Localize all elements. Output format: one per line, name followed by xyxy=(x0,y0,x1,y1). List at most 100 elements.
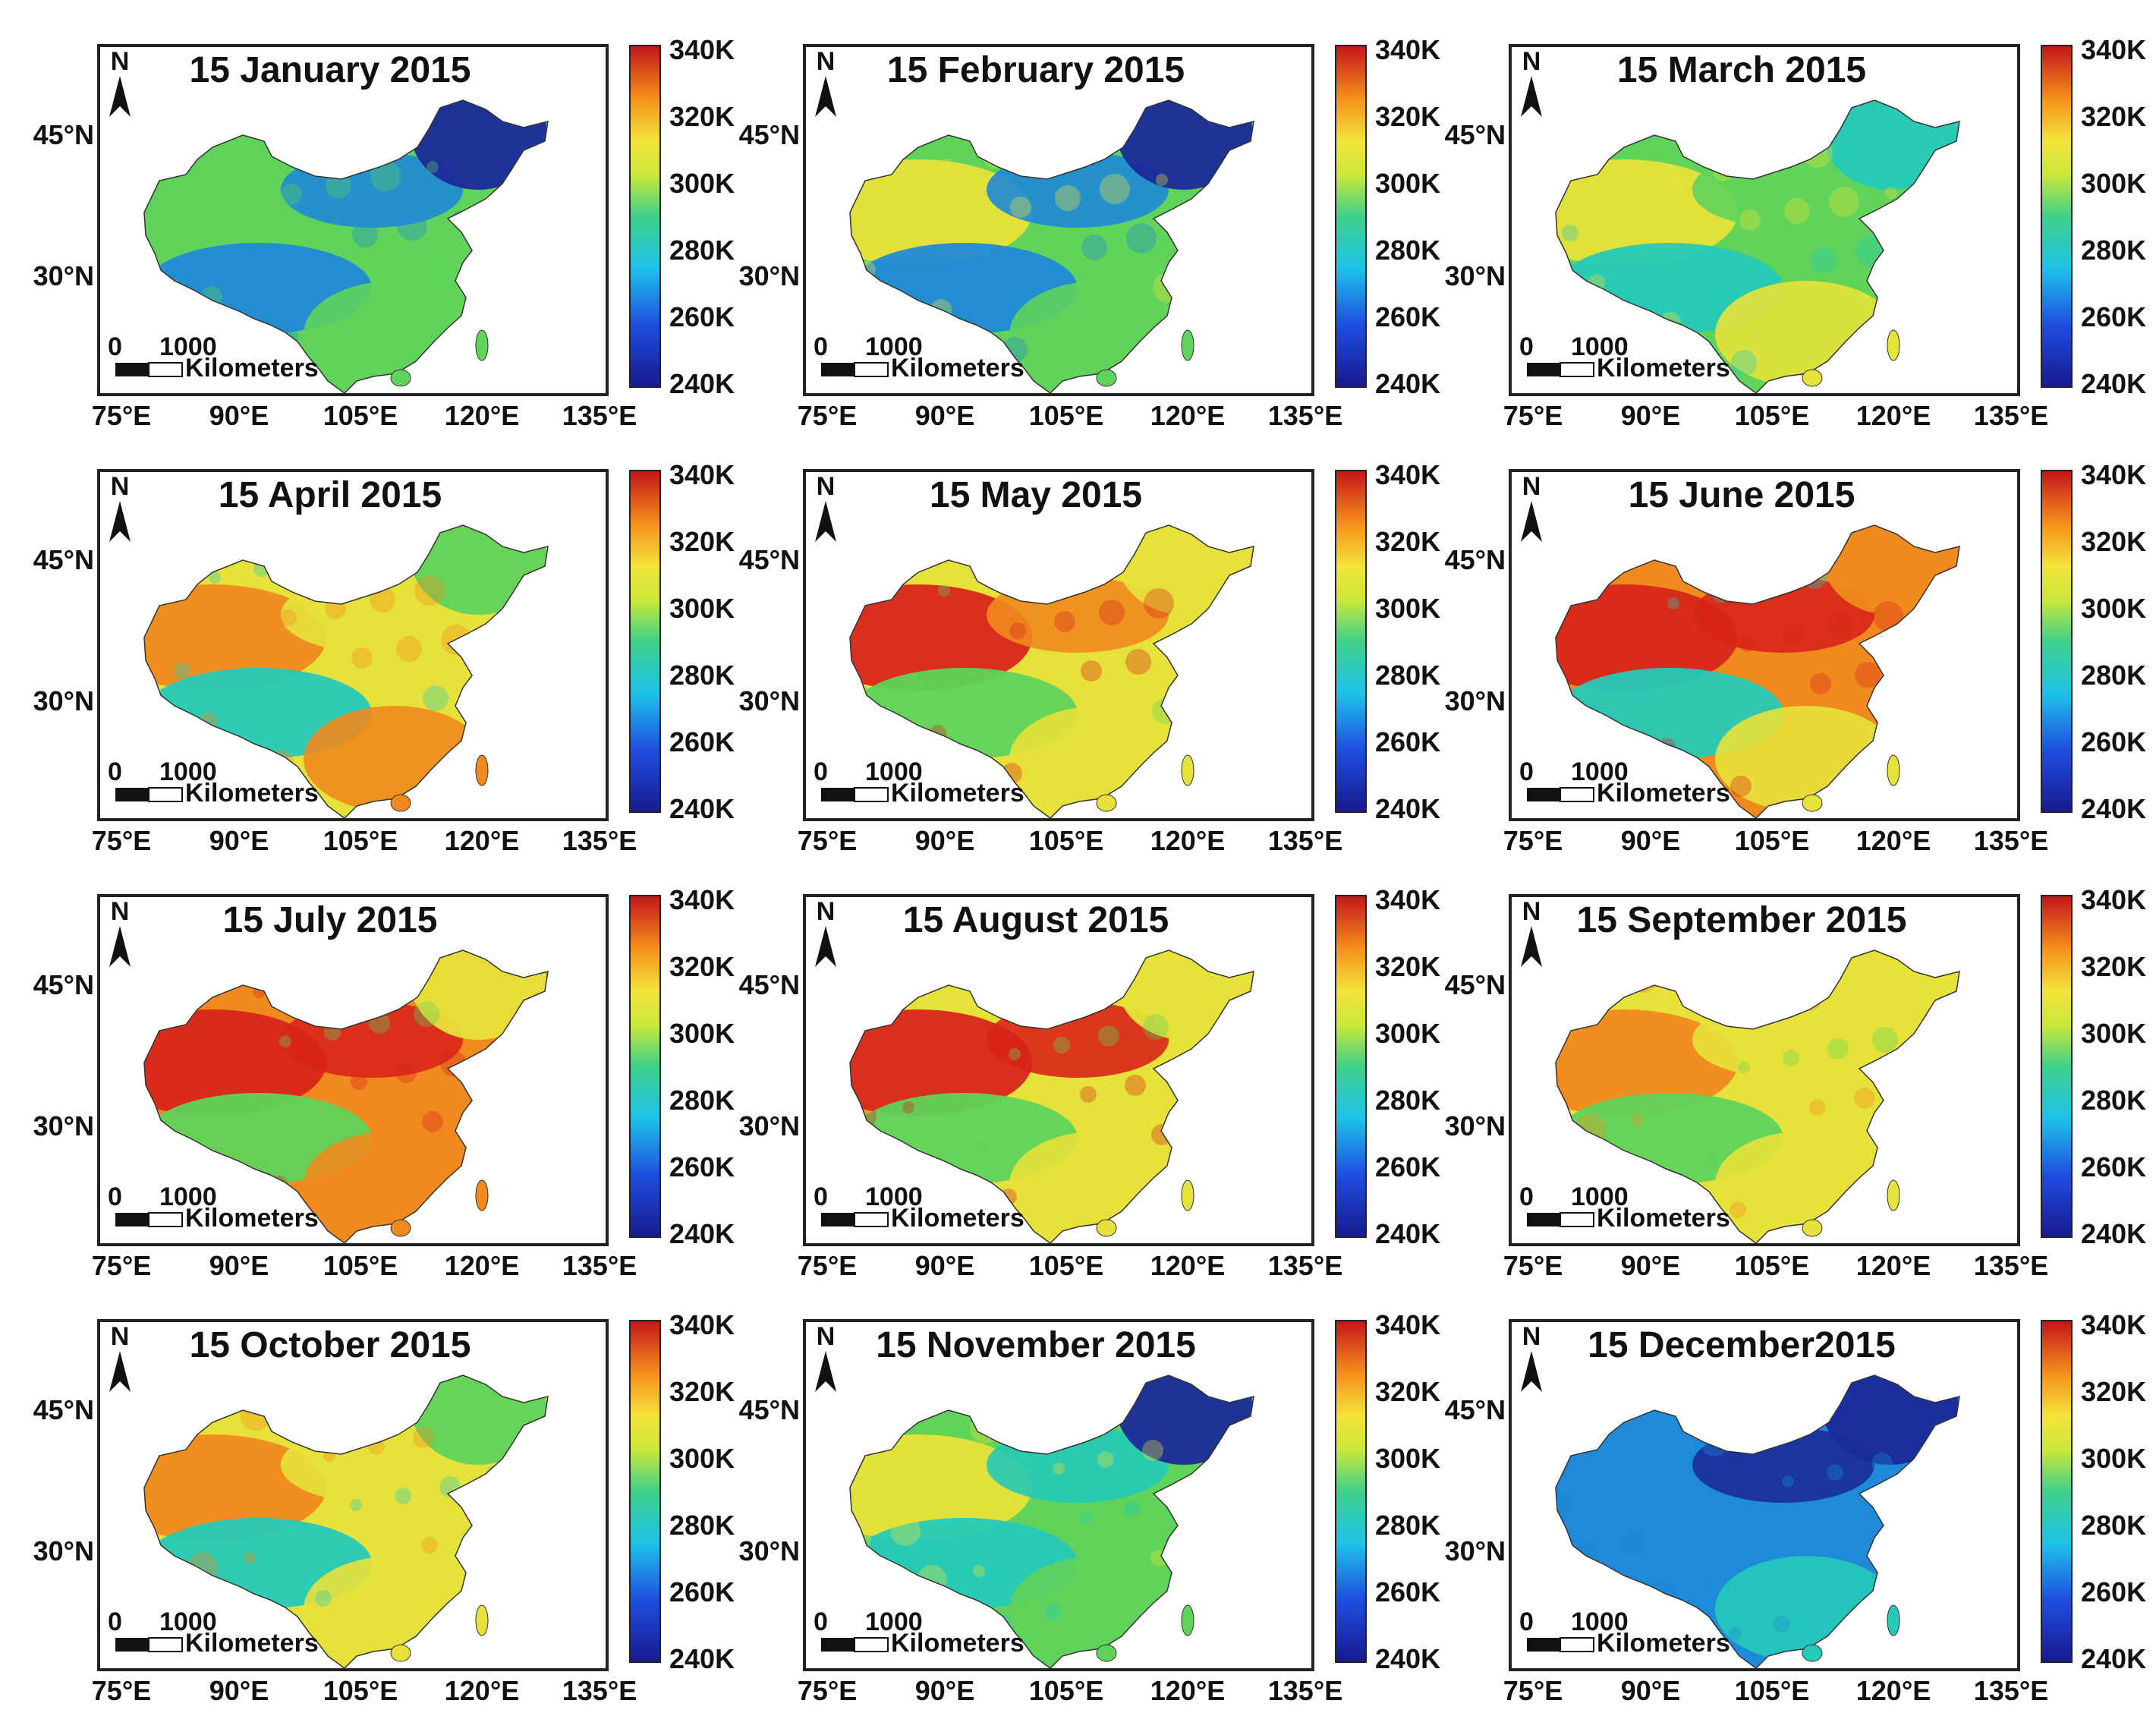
lat-label: 30°N xyxy=(33,1535,94,1567)
lat-label: 45°N xyxy=(739,544,800,575)
panel-title: 15 November 2015 xyxy=(876,1325,1196,1365)
colorbar-tick-label: 280K xyxy=(2081,235,2146,266)
north-label: N xyxy=(817,472,836,501)
scale-unit: Kilometers xyxy=(185,1629,319,1658)
scale-zero: 0 xyxy=(108,332,122,361)
north-arrow-icon xyxy=(109,926,131,967)
north-arrow-icon xyxy=(1521,1351,1542,1392)
scale-bar-dark xyxy=(115,363,149,376)
colorbar-tick-label: 340K xyxy=(1375,884,1440,915)
north-arrow-icon xyxy=(109,1351,131,1392)
scale-bar-dark xyxy=(1527,1213,1560,1226)
lon-label: 135°E xyxy=(562,1250,637,1281)
colorbar xyxy=(2041,895,2073,1238)
colorbar-tick-label: 300K xyxy=(2081,1443,2146,1474)
scale-unit: Kilometers xyxy=(1597,1204,1730,1233)
hainan-island xyxy=(1096,794,1117,812)
scale-thousand: 1000 xyxy=(1571,1608,1629,1636)
north-arrow-icon xyxy=(815,926,836,967)
lon-label: 75°E xyxy=(798,825,857,856)
colorbar-tick-label: 340K xyxy=(1375,34,1440,65)
scale-thousand: 1000 xyxy=(159,1608,217,1636)
lat-label: 45°N xyxy=(33,544,94,575)
scale-bar-dark xyxy=(1527,363,1560,376)
lon-label: 120°E xyxy=(1856,400,1931,431)
lon-label: 120°E xyxy=(445,400,519,431)
colorbar-tick-label: 340K xyxy=(669,884,735,915)
lon-label: 105°E xyxy=(1735,400,1809,431)
colorbar-tick-label: 300K xyxy=(2081,1018,2146,1049)
colorbar xyxy=(629,45,661,388)
north-arrow-icon xyxy=(815,1351,836,1392)
scale-bar-light xyxy=(1560,362,1594,377)
north-arrow-icon xyxy=(815,76,836,117)
north-arrow-icon xyxy=(1521,926,1542,967)
north-label: N xyxy=(1522,1322,1541,1351)
lon-label: 75°E xyxy=(798,400,857,431)
scale-unit: Kilometers xyxy=(185,1204,319,1233)
hainan-island xyxy=(1802,1219,1823,1237)
colorbar-tick-label: 240K xyxy=(669,793,735,824)
lat-label: 45°N xyxy=(33,119,94,150)
lon-label: 90°E xyxy=(209,1250,269,1281)
colorbar-tick-label: 300K xyxy=(669,168,735,199)
colorbar-tick-label: 300K xyxy=(1375,1443,1440,1474)
lon-label: 135°E xyxy=(1974,400,2048,431)
hainan-island xyxy=(390,369,411,387)
scale-zero: 0 xyxy=(1519,1608,1534,1636)
taiwan-island xyxy=(475,1179,489,1211)
north-arrow-icon xyxy=(1521,501,1542,542)
scale-zero: 0 xyxy=(108,757,122,786)
north-label: N xyxy=(817,897,836,926)
lat-label: 30°N xyxy=(33,1110,94,1141)
colorbar-tick-label: 340K xyxy=(2081,1309,2146,1340)
scale-bar-dark xyxy=(115,1638,149,1652)
colorbar-tick-label: 320K xyxy=(1375,526,1440,557)
lon-label: 105°E xyxy=(323,1675,398,1706)
hainan-island xyxy=(390,1219,411,1237)
hainan-island xyxy=(390,1644,411,1662)
north-label: N xyxy=(111,472,130,501)
lon-label: 105°E xyxy=(1029,825,1103,856)
scale-thousand: 1000 xyxy=(1571,757,1629,786)
lon-label: 120°E xyxy=(1150,1675,1225,1706)
lon-label: 75°E xyxy=(1503,825,1563,856)
lon-label: 90°E xyxy=(209,825,269,856)
lon-label: 90°E xyxy=(915,400,974,431)
lon-label: 90°E xyxy=(915,825,974,856)
colorbar-tick-label: 260K xyxy=(1375,301,1440,332)
colorbar-tick-label: 300K xyxy=(1375,593,1440,624)
scale-thousand: 1000 xyxy=(1571,332,1629,361)
lon-label: 75°E xyxy=(92,825,151,856)
taiwan-island xyxy=(1181,754,1194,786)
north-label: N xyxy=(111,897,130,926)
scale-bar-light xyxy=(1560,1637,1594,1652)
lat-label: 45°N xyxy=(739,969,800,1000)
panel-title: 15 June 2015 xyxy=(1629,475,1855,515)
colorbar-tick-label: 320K xyxy=(1375,951,1440,982)
colorbar-tick-label: 280K xyxy=(1375,235,1440,266)
lat-label: 30°N xyxy=(1445,685,1506,716)
lon-label: 90°E xyxy=(1621,1250,1680,1281)
colorbar-tick-label: 340K xyxy=(2081,884,2146,915)
colorbar-tick-label: 300K xyxy=(1375,1018,1440,1049)
scale-zero: 0 xyxy=(814,1608,828,1636)
taiwan-island xyxy=(1887,1604,1900,1636)
lon-label: 105°E xyxy=(1735,1675,1809,1706)
lon-label: 90°E xyxy=(209,400,269,431)
panel-title: 15 January 2015 xyxy=(190,50,471,90)
colorbar-tick-label: 320K xyxy=(2081,951,2146,982)
lon-label: 135°E xyxy=(1974,825,2048,856)
colorbar-tick-label: 320K xyxy=(669,1376,735,1407)
north-label: N xyxy=(111,47,130,76)
lat-label: 30°N xyxy=(33,260,94,291)
colorbar xyxy=(1335,45,1367,388)
colorbar-tick-label: 280K xyxy=(669,660,735,691)
north-label: N xyxy=(111,1322,130,1351)
